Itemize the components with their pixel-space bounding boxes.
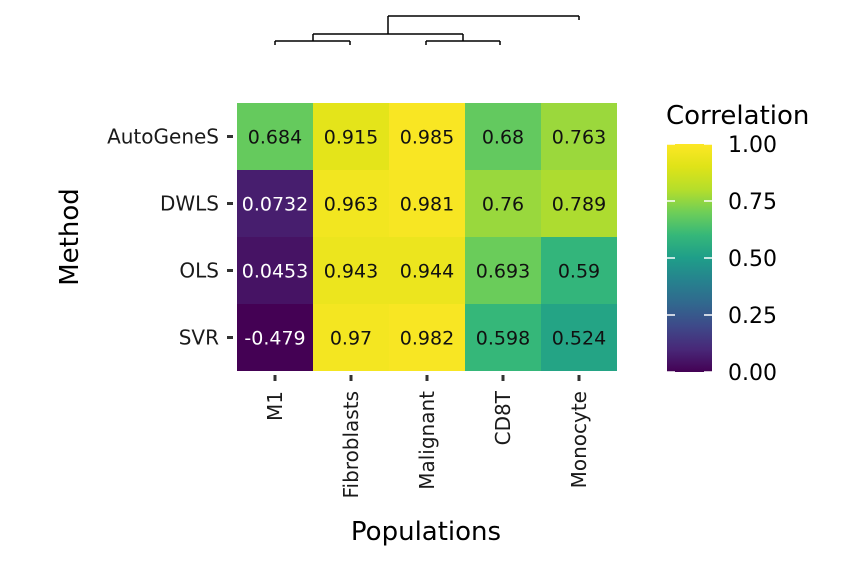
x-axis-title: Populations xyxy=(351,517,501,547)
heatmap-cell xyxy=(237,170,313,237)
heatmap-cell xyxy=(237,103,313,170)
legend-title: Correlation xyxy=(666,101,809,131)
colorbar-ticks: 0.00 0.25 0.50 0.75 1.00 xyxy=(667,133,777,386)
heatmap-cell xyxy=(389,304,465,371)
y-tick-label: SVR xyxy=(179,326,219,350)
cell-value-label: 0.0453 xyxy=(242,261,308,283)
heatmap-cell xyxy=(313,237,389,304)
cell-value-label: 0.982 xyxy=(400,328,454,350)
colorbar-tick-label: 0.50 xyxy=(728,247,777,272)
cell-value-label: 0.59 xyxy=(558,261,600,283)
y-axis: AutoGeneS DWLS OLS SVR xyxy=(107,125,233,350)
colorbar-tick-label: 0.75 xyxy=(728,190,777,215)
x-tick-label: Malignant xyxy=(415,391,439,490)
x-axis: M1 Fibroblasts Malignant CD8T Monocyte xyxy=(263,375,591,499)
cell-value-label: 0.944 xyxy=(400,261,454,283)
cell-value-label: 0.985 xyxy=(400,127,454,149)
x-tick-label: Fibroblasts xyxy=(339,391,363,499)
heatmap-cell xyxy=(465,103,541,170)
heatmap-cell xyxy=(237,304,313,371)
heatmap-cell xyxy=(465,237,541,304)
cell-value-label: 0.68 xyxy=(482,127,524,149)
cell-value-label: -0.479 xyxy=(244,328,305,350)
cell-value-label: 0.789 xyxy=(552,194,606,216)
colorbar-tick-label: 0.00 xyxy=(728,361,777,386)
heatmap-cell xyxy=(389,237,465,304)
colorbar-tick-label: 0.25 xyxy=(728,304,777,329)
heatmap-cell xyxy=(541,304,617,371)
cell-value-label: 0.981 xyxy=(400,194,454,216)
cell-value-label: 0.684 xyxy=(248,127,302,149)
cell-value-label: 0.97 xyxy=(330,328,372,350)
heatmap-cell xyxy=(389,170,465,237)
heatmap-cell xyxy=(541,170,617,237)
cell-value-label: 0.76 xyxy=(482,194,524,216)
cell-value-label: 0.963 xyxy=(324,194,378,216)
x-tick-label: CD8T xyxy=(491,390,515,445)
y-axis-title: Method xyxy=(55,188,85,286)
heatmap-cell xyxy=(313,304,389,371)
heatmap-cell xyxy=(237,237,313,304)
cell-value-label: 0.0732 xyxy=(242,194,308,216)
heatmap-cell xyxy=(389,103,465,170)
column-dendrogram xyxy=(274,15,580,45)
cell-value-label: 0.598 xyxy=(476,328,530,350)
heatmap-cell xyxy=(541,237,617,304)
colorbar-tick-label: 1.00 xyxy=(728,133,777,158)
heatmap-cell xyxy=(465,170,541,237)
heatmap-cell xyxy=(465,304,541,371)
cell-value-label: 0.693 xyxy=(476,261,530,283)
colorbar-legend: Correlation 0.00 0.25 0.50 0.75 1.00 xyxy=(666,101,809,386)
heatmap-cells: 0.684 0.915 0.985 0.68 0.763 0.0732 0.963 0.981… xyxy=(237,103,617,371)
heatmap-cell xyxy=(313,103,389,170)
y-tick-label: AutoGeneS xyxy=(107,125,219,149)
x-tick-label: M1 xyxy=(263,391,287,421)
x-tick-label: Monocyte xyxy=(567,391,591,488)
cell-value-label: 0.524 xyxy=(552,328,606,350)
y-tick-label: DWLS xyxy=(160,192,219,216)
cell-value-label: 0.915 xyxy=(324,127,378,149)
cell-value-label: 0.943 xyxy=(324,261,378,283)
heatmap-cell xyxy=(541,103,617,170)
cell-value-label: 0.763 xyxy=(552,127,606,149)
y-tick-label: OLS xyxy=(179,259,219,283)
heatmap-cell xyxy=(313,170,389,237)
